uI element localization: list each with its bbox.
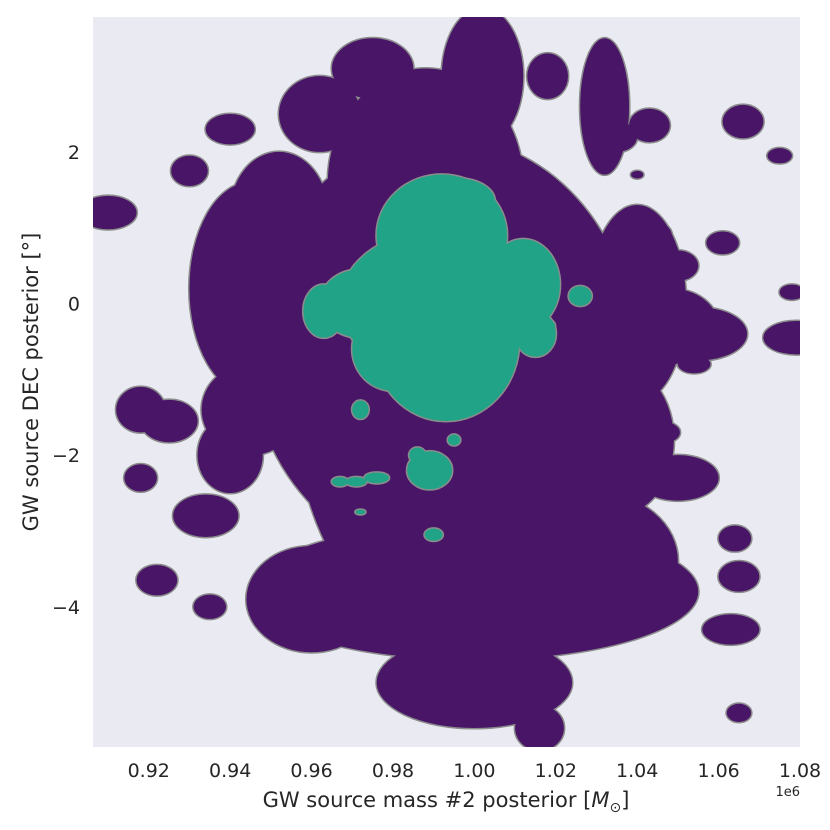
y-axis-ticks: −4 −2 0 2	[52, 142, 80, 619]
outer-contour-blob	[631, 170, 644, 179]
x-tick-label: 1.04	[616, 760, 658, 782]
x-tick-label: 1.00	[453, 760, 495, 782]
outer-contour-blob	[718, 561, 760, 592]
x-tick-label: 0.98	[372, 760, 414, 782]
outer-contour-blob	[331, 38, 414, 99]
outer-contour-blob	[702, 614, 760, 645]
outer-contour-blob	[779, 284, 800, 300]
outer-contour-blob	[677, 355, 711, 374]
y-axis-label: GW source DEC posterior [°]	[19, 233, 43, 532]
outer-contour-blob	[230, 151, 328, 274]
inner-contour-blob	[421, 178, 495, 224]
outer-contour-blob	[279, 76, 361, 152]
outer-contour-blob	[657, 250, 699, 281]
inner-contour-blob	[303, 284, 345, 338]
y-tick-label: −4	[52, 597, 80, 619]
inner-contour-blob	[486, 239, 560, 331]
x-tick-label: 1.06	[697, 760, 739, 782]
x-axis-ticks: 0.92 0.94 0.96 0.98 1.00 1.02 1.04 1.06 1.08	[128, 760, 822, 782]
outer-contour-blob	[171, 155, 208, 187]
outer-contour-blob	[726, 703, 752, 722]
inner-contour-blob	[352, 307, 434, 391]
outer-contour-blob	[580, 38, 630, 175]
outer-contour-blob	[629, 108, 670, 143]
inner-contour-blob	[447, 434, 461, 446]
outer-contour-blob	[635, 221, 672, 249]
outer-contour-blob	[93, 195, 137, 230]
y-tick-label: −2	[52, 445, 80, 467]
outer-contour-blob	[515, 493, 678, 630]
x-tick-label: 0.92	[128, 760, 170, 782]
outer-contour-blob	[763, 320, 800, 355]
x-axis-label: GW source mass #2 posterior [M⊙]	[263, 788, 630, 816]
outer-contour-blob	[116, 386, 166, 433]
inner-contour-blob	[352, 400, 369, 419]
outer-contour-blob	[527, 53, 568, 99]
x-tick-label: 0.96	[290, 760, 332, 782]
outer-contour-blob	[197, 417, 263, 494]
outer-contour-blob	[193, 594, 227, 619]
x-offset-text: 1e6	[775, 785, 800, 800]
outer-contour-blob	[466, 17, 516, 77]
outer-contour-blob	[596, 121, 638, 152]
outer-contour-blob	[706, 231, 739, 255]
contour-level-outer	[93, 17, 800, 747]
contour-level-inner	[301, 173, 594, 543]
outer-contour-blob	[722, 104, 764, 139]
inner-contour-blob	[364, 472, 389, 484]
inner-contour-blob	[346, 477, 367, 487]
outer-contour-blob	[376, 637, 573, 729]
outer-contour-blob	[246, 546, 377, 653]
outer-contour-blob	[718, 525, 752, 552]
y-tick-label: 0	[68, 294, 80, 316]
outer-contour-blob	[767, 148, 792, 164]
inner-contour-blob	[409, 447, 426, 463]
inner-contour-blob	[540, 319, 555, 334]
x-tick-label: 0.94	[209, 760, 251, 782]
density-contours	[93, 17, 800, 747]
outer-contour-blob	[649, 307, 748, 361]
outer-contour-blob	[136, 565, 178, 596]
x-tick-label: 1.02	[535, 760, 577, 782]
y-tick-label: 2	[68, 142, 80, 164]
outer-contour-blob	[515, 705, 564, 747]
x-tick-label: 1.08	[779, 760, 821, 782]
inner-contour-blob	[424, 528, 443, 541]
inner-contour-blob	[515, 311, 556, 357]
outer-contour-blob	[173, 494, 239, 538]
outer-contour-blob	[637, 455, 719, 501]
outer-contour-blob	[651, 422, 680, 443]
outer-contour-blob	[124, 464, 157, 492]
inner-contour-blob	[568, 286, 592, 306]
outer-contour-blob	[205, 114, 255, 145]
inner-contour-blob	[331, 477, 349, 487]
inner-contour-blob	[355, 509, 366, 515]
